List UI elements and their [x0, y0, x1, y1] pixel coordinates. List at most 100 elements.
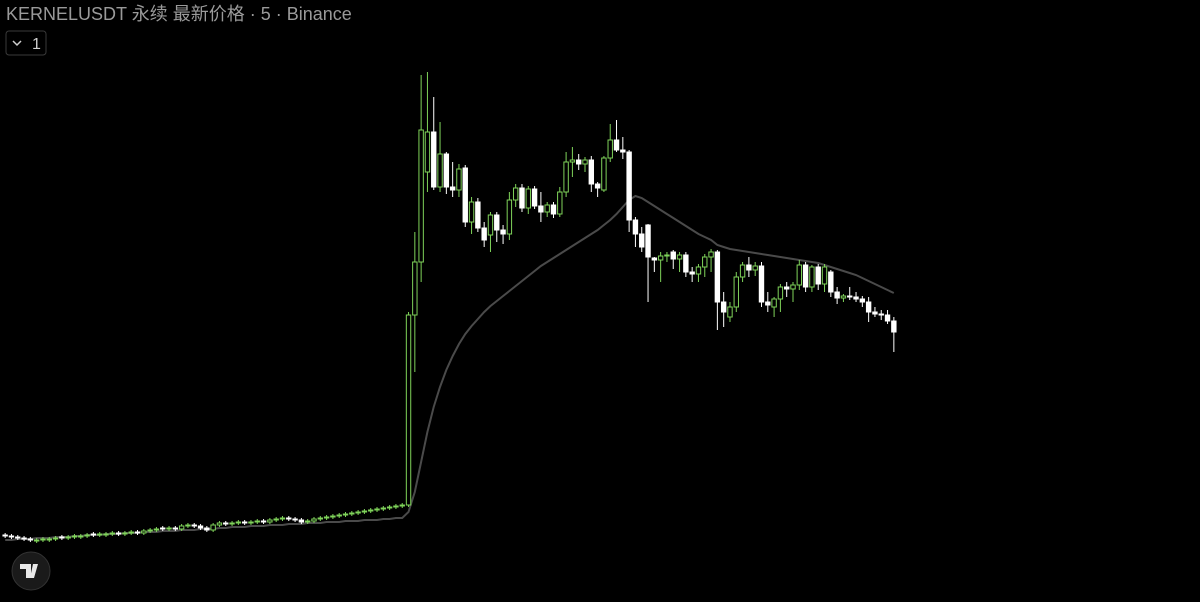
- candle-body: [254, 520, 260, 523]
- chart-title: KERNELUSDT 永续 最新价格 · 5 · Binance: [6, 4, 352, 24]
- candle-body: [796, 264, 803, 286]
- button-frame[interactable]: [5, 30, 47, 56]
- candle-body: [859, 298, 866, 303]
- candle-body: [708, 251, 714, 258]
- candle-body: [216, 522, 223, 526]
- candle-body: [323, 516, 330, 519]
- candle-body: [468, 201, 475, 223]
- candle-body: [828, 271, 834, 293]
- candle-body: [380, 507, 387, 510]
- tradingview-logo[interactable]: [11, 551, 51, 591]
- candle-body: [538, 205, 544, 213]
- candle-body: [241, 521, 248, 524]
- candle-body: [702, 256, 708, 268]
- candle-body: [33, 539, 40, 542]
- candle-body: [506, 199, 513, 235]
- candle-body: [166, 527, 172, 530]
- candle-body: [891, 320, 897, 333]
- candle-body: [185, 524, 191, 527]
- candle-body: [115, 532, 122, 535]
- candle-body: [569, 159, 576, 163]
- button-label[interactable]: 1: [32, 36, 41, 53]
- candle-body: [84, 534, 90, 537]
- candle-body: [431, 131, 437, 188]
- candle-body: [576, 159, 582, 165]
- candle-body: [651, 257, 658, 261]
- candle-body: [878, 313, 884, 316]
- candle-body: [223, 522, 229, 525]
- candle-body: [588, 159, 595, 185]
- candle-body: [412, 261, 418, 316]
- candle-body: [752, 265, 758, 271]
- candle-body: [550, 204, 557, 215]
- candle-body: [405, 314, 412, 506]
- candle-body: [21, 537, 27, 540]
- chevron-icon[interactable]: [12, 40, 22, 47]
- candle-body: [153, 528, 160, 531]
- candle-body: [210, 524, 216, 531]
- candle-body: [361, 510, 368, 513]
- candle-body: [443, 153, 450, 188]
- candle-body: [784, 286, 790, 290]
- candle-body: [279, 517, 286, 520]
- candle-body: [494, 214, 500, 231]
- candle-body: [815, 266, 821, 285]
- candle-body: [525, 188, 531, 209]
- candle-body: [40, 538, 46, 541]
- logo-mark[interactable]: [20, 564, 38, 578]
- candle-body: [500, 229, 506, 235]
- candle-body: [481, 227, 487, 241]
- candle-body: [59, 536, 65, 539]
- candle-body: [260, 520, 267, 523]
- candle-body: [103, 533, 109, 536]
- candle-body: [122, 532, 128, 535]
- candle-body: [884, 314, 891, 322]
- candle-body: [128, 531, 134, 534]
- candle-body: [519, 187, 525, 209]
- candle-body: [670, 251, 676, 260]
- candle-body: [714, 251, 721, 303]
- candle-body: [8, 535, 15, 538]
- candle-body: [657, 255, 664, 261]
- candle-body: [582, 159, 588, 165]
- candle-body: [78, 535, 84, 538]
- candle-body: [311, 518, 317, 522]
- candle-body: [689, 271, 695, 275]
- candle-body: [563, 161, 569, 193]
- candle-body: [645, 224, 651, 258]
- candle-body: [765, 301, 771, 306]
- candle-body: [733, 276, 739, 308]
- candle-body: [758, 265, 765, 303]
- candle-body: [248, 521, 254, 524]
- candle-body: [197, 525, 204, 529]
- candle-body: [544, 204, 550, 213]
- candle-body: [512, 187, 519, 201]
- candle-body: [727, 306, 733, 318]
- candle-body: [141, 530, 147, 534]
- candle-body: [160, 527, 166, 530]
- candle-body: [840, 295, 847, 299]
- candle-body: [374, 508, 380, 511]
- candle-body: [330, 515, 336, 518]
- candle-body: [834, 291, 840, 299]
- logo-dot[interactable]: [33, 564, 37, 568]
- candle-body: [872, 311, 878, 315]
- candle-body: [355, 511, 361, 514]
- candle-body: [147, 529, 153, 532]
- candle-body: [695, 266, 702, 275]
- candle-body: [613, 139, 620, 151]
- pane-button[interactable]: 1: [5, 30, 47, 56]
- candle-body: [424, 131, 431, 173]
- candle-body: [90, 533, 97, 536]
- candle-body: [418, 129, 424, 263]
- candle-body: [620, 149, 626, 153]
- candle-body: [52, 537, 59, 540]
- candle-body: [809, 266, 815, 288]
- candle-body: [399, 504, 405, 507]
- candle-body: [720, 301, 727, 313]
- candle-body: [393, 505, 399, 508]
- candle-body: [386, 506, 393, 509]
- candle-body: [15, 536, 21, 539]
